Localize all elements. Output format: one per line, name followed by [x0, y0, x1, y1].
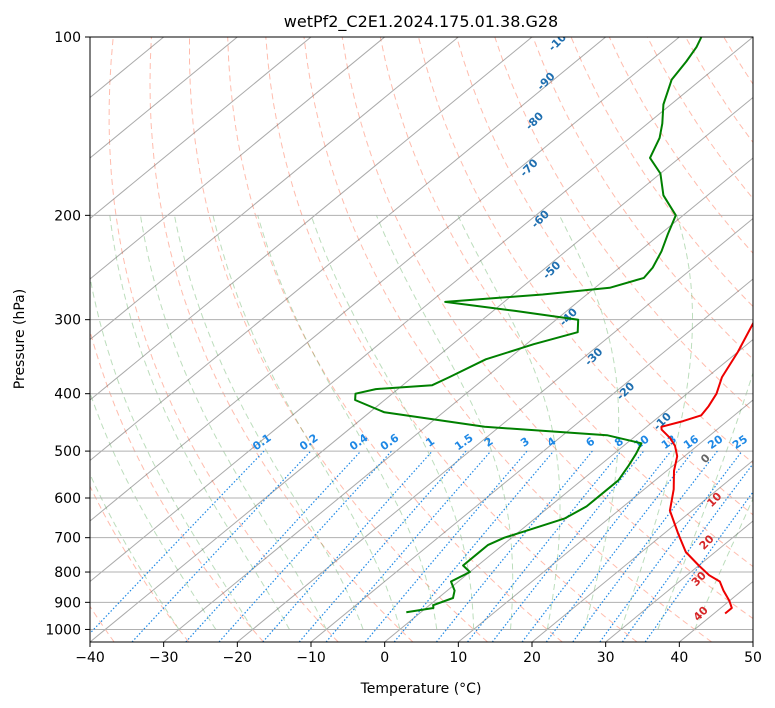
mixing-ratio-label: 30	[751, 432, 771, 452]
mixing-ratio-line	[599, 450, 743, 642]
y-tick-label: 800	[54, 565, 81, 581]
isotherm-line	[90, 37, 680, 522]
chart-title: wetPf2_C2E1.2024.175.01.38.G28	[284, 12, 558, 32]
x-tick-label: 20	[523, 650, 541, 666]
isotherm-line	[531, 459, 753, 642]
dewpoint-line	[354, 37, 703, 614]
mixing-ratio-line	[325, 450, 492, 642]
temperature-line	[660, 321, 753, 615]
isotherm-line	[605, 520, 753, 642]
y-tick-label: 100	[54, 30, 81, 46]
plot-frame	[89, 36, 754, 643]
x-tick-label: 10	[449, 650, 467, 666]
dry-adiabat-line	[108, 37, 339, 642]
y-tick-label: 200	[54, 208, 81, 224]
y-tick-label: 1000	[45, 622, 81, 638]
mixing-ratio-line	[185, 450, 362, 642]
isotherm-line	[90, 37, 312, 220]
y-axis-label: Pressure (hPa)	[12, 289, 28, 389]
mixing-ratio-line	[521, 450, 672, 642]
dry-adiabat-line	[90, 329, 264, 642]
mixing-ratio-line	[621, 462, 753, 642]
x-tick-label: 30	[597, 650, 615, 666]
isotherm-line	[384, 338, 753, 642]
mixing-ratio-line	[435, 450, 593, 642]
dry-adiabat-line	[227, 37, 563, 642]
y-tick-label: 300	[54, 313, 81, 329]
isotherm-line	[163, 157, 753, 642]
mixing-ratio-line	[644, 491, 753, 642]
y-tick-label: 400	[54, 387, 81, 403]
mixing-ratio-line	[218, 450, 393, 642]
x-axis-label: Temperature (°C)	[360, 681, 482, 697]
x-tick-label: −40	[75, 650, 105, 666]
mixing-ratio-line	[545, 450, 694, 642]
y-axis-ticks: 100 200 300 400 500 600 700 800 900 1000	[45, 30, 90, 638]
mixing-ratio-line	[131, 450, 312, 642]
dry-adiabat-line	[532, 37, 753, 360]
x-tick-label: −20	[223, 650, 253, 666]
y-tick-label: 700	[54, 531, 81, 547]
isotherm-line	[90, 37, 385, 280]
mixing-ratio-line	[364, 450, 528, 642]
x-tick-label: −10	[296, 650, 326, 666]
mixing-ratio-lines	[90, 450, 753, 642]
isotherm-line	[90, 37, 238, 159]
dry-adiabat-line	[189, 37, 488, 642]
y-tick-label: 900	[54, 595, 81, 611]
isotherms	[90, 37, 753, 642]
y-tick-label: 500	[54, 444, 81, 460]
isotherm-line	[90, 96, 753, 642]
plot-area: -100-90-80-70-60-50-40-30-20-10010203040…	[90, 37, 771, 642]
isotherm-line	[90, 37, 753, 583]
isotherm-line	[90, 37, 459, 341]
dry-adiabat-line	[494, 37, 753, 412]
x-axis-ticks: −40 −30 −20 −10 0 10 20 30 40 50	[75, 642, 762, 666]
dry-adiabat-line	[303, 37, 712, 642]
mixing-ratio-line	[491, 450, 645, 642]
x-tick-label: 50	[744, 650, 762, 666]
isotherm-line	[458, 399, 753, 642]
x-tick-label: 40	[670, 650, 688, 666]
sounding-series	[354, 37, 753, 615]
pressure-gridlines	[90, 37, 753, 630]
dry-adiabat-line	[570, 37, 753, 308]
isotherm-line	[310, 278, 753, 642]
x-tick-label: −30	[149, 650, 179, 666]
moist-adiabat-line	[694, 497, 753, 630]
isotherm-line	[90, 37, 533, 401]
moist-adiabat-line	[620, 215, 693, 630]
moist-adiabat-line	[257, 215, 438, 630]
dry-adiabat-line	[341, 37, 753, 620]
x-tick-label: 0	[380, 650, 389, 666]
y-tick-label: 600	[54, 491, 81, 507]
isotherm-line	[237, 217, 753, 642]
isotherm-line	[90, 37, 606, 462]
